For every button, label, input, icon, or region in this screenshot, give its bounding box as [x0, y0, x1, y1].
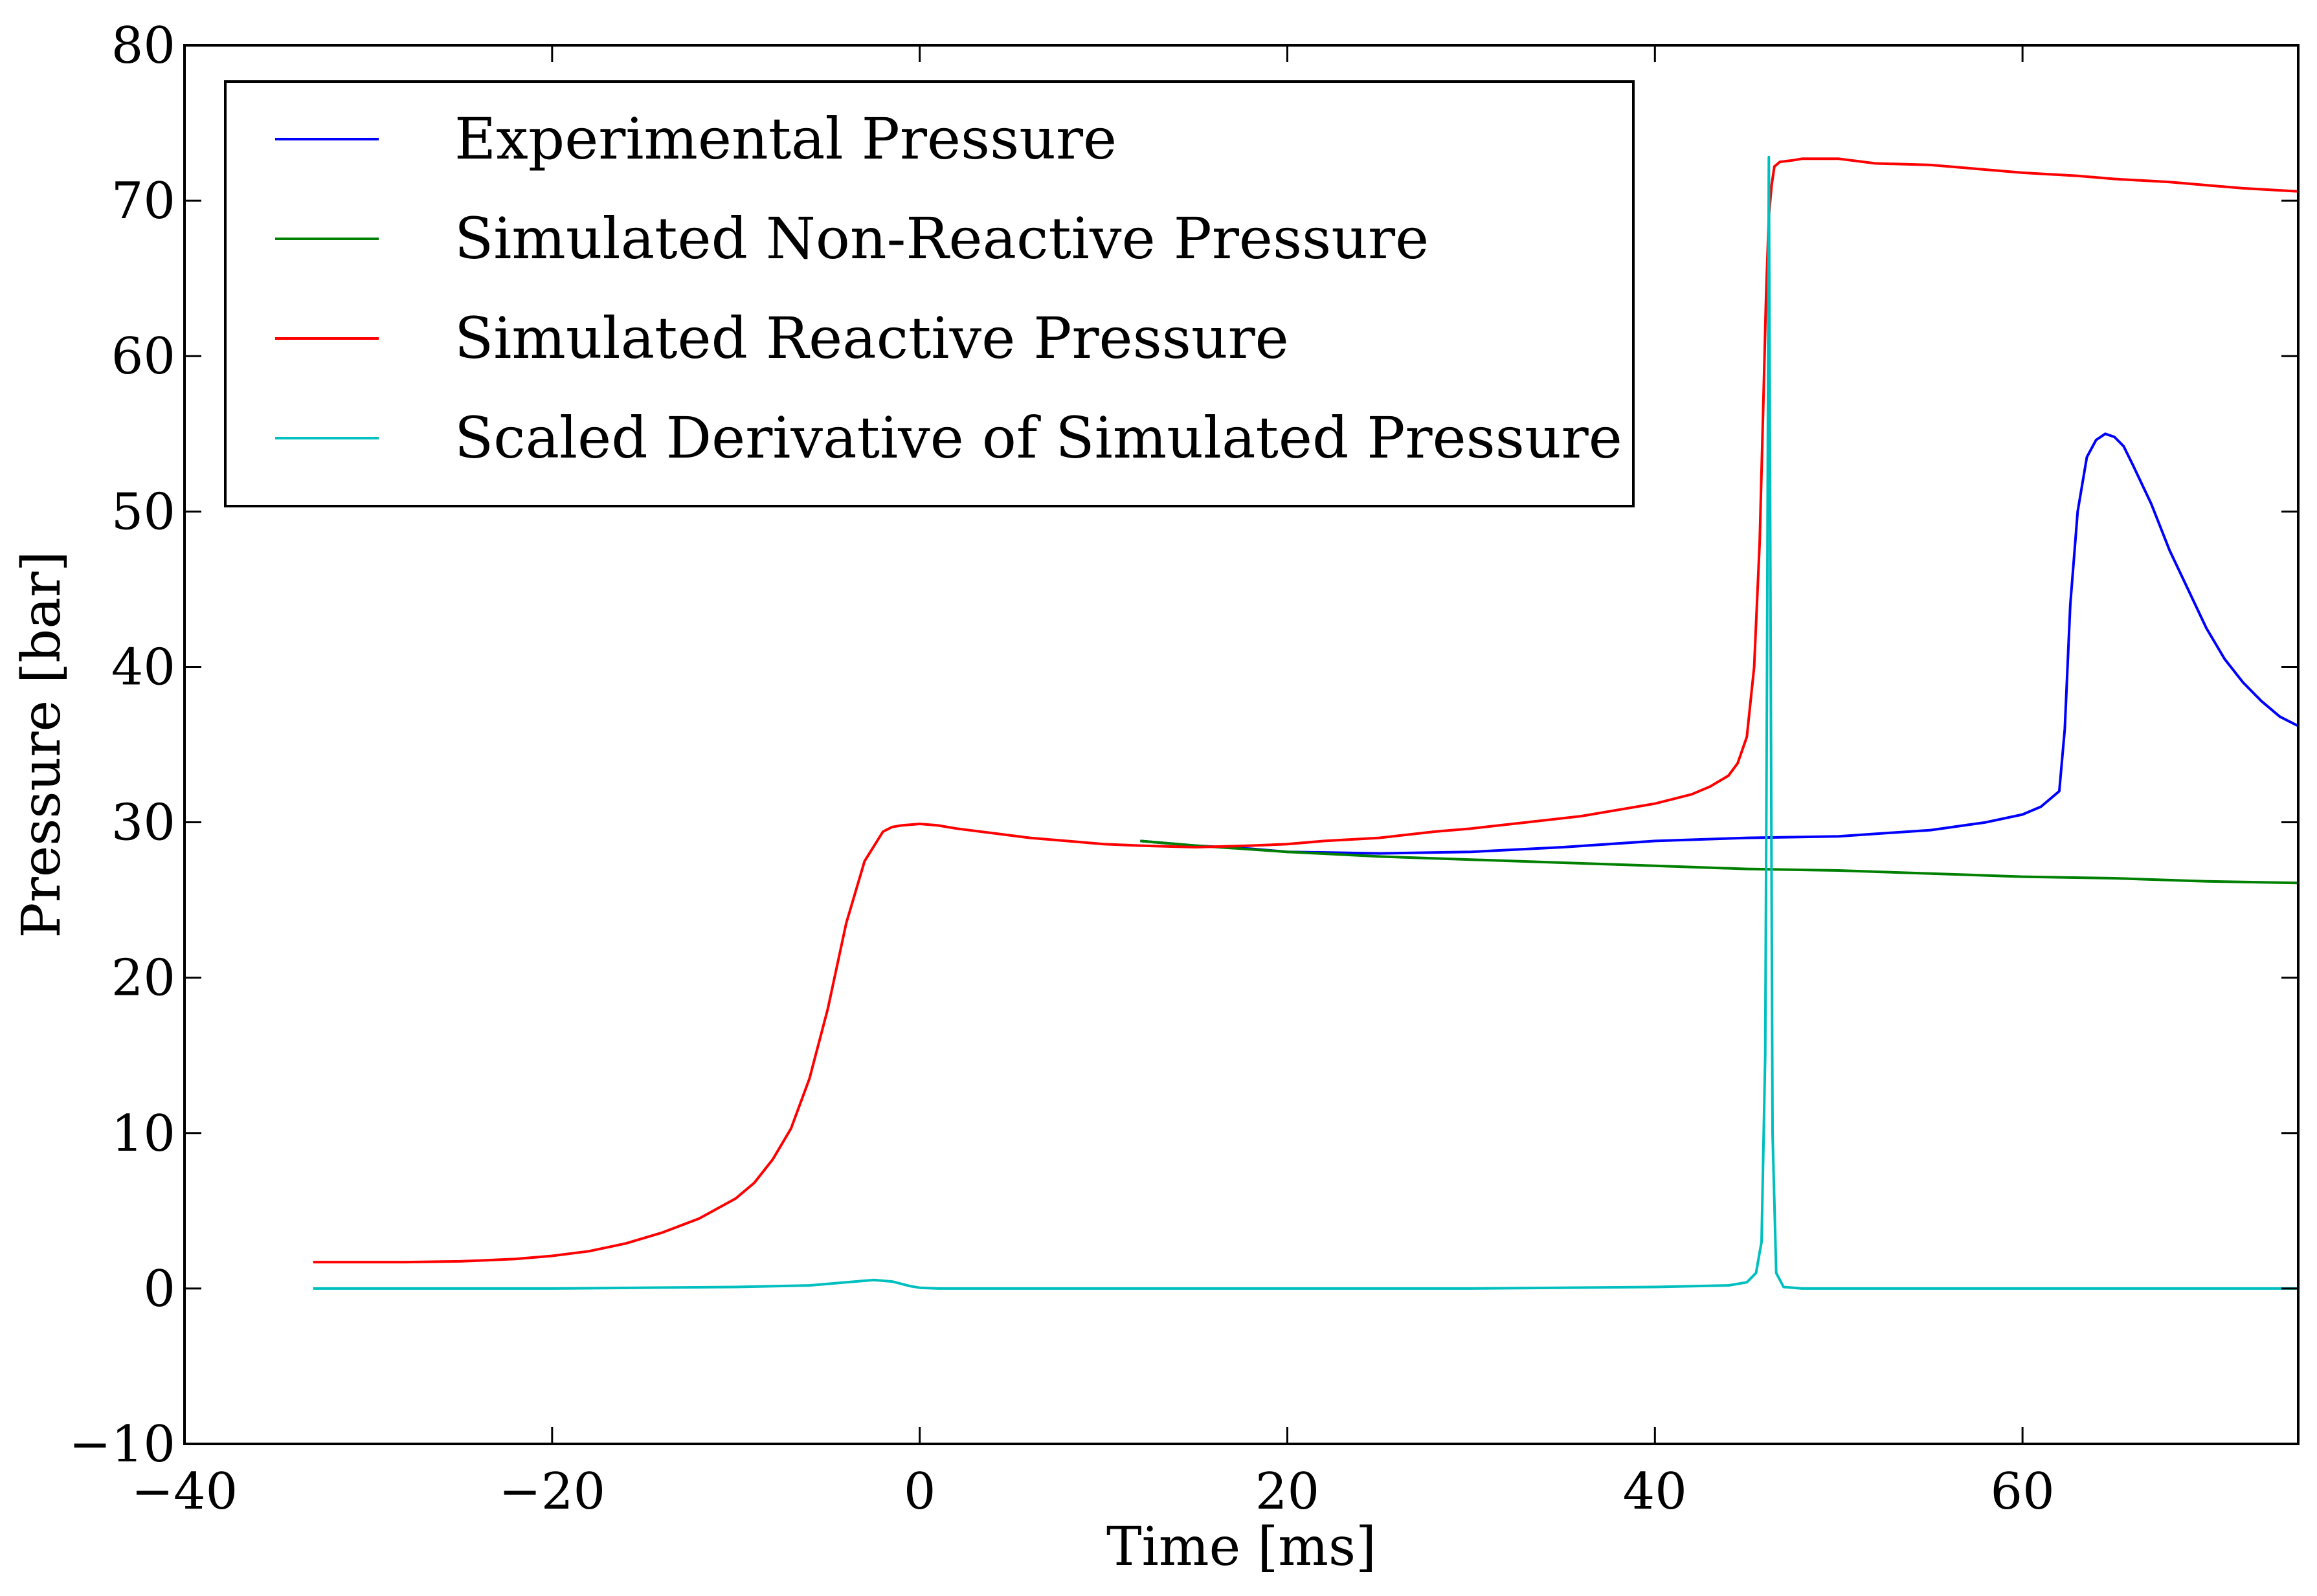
legend-label-1: Experimental Pressure: [454, 105, 1117, 172]
series-line-1: [1140, 432, 2298, 855]
y-tick-label: 10: [111, 1105, 175, 1163]
y-tick-label: 60: [111, 327, 175, 386]
series-line-2: [1140, 839, 2298, 885]
legend-label-2: Simulated Non-Reactive Pressure: [454, 205, 1429, 272]
y-tick-label: −10: [69, 1415, 175, 1474]
x-tick-label: 40: [1623, 1463, 1687, 1521]
y-tick-label: 40: [111, 638, 175, 696]
x-tick-label: 0: [904, 1463, 936, 1521]
y-tick-label: 70: [111, 172, 175, 230]
legend-label-3: Simulated Reactive Pressure: [454, 305, 1289, 371]
y-tick-label: 20: [111, 949, 175, 1008]
series-line-4: [313, 155, 2298, 1290]
plot-area-frame: [183, 44, 2300, 1445]
x-tick-label: 20: [1255, 1463, 1319, 1521]
y-tick-label: 80: [111, 17, 175, 75]
x-tick-label: −40: [131, 1463, 238, 1521]
series-line-3: [313, 157, 2298, 1264]
y-tick-label: 50: [111, 483, 175, 541]
axis-ticks: −40 −20 0 20 40 60 −10 0 10 20 30 40 50 60 70 80: [69, 17, 2298, 1521]
series-layer: [313, 155, 2298, 1290]
y-tick-label: 30: [111, 794, 175, 852]
x-tick-label: 60: [1990, 1463, 2054, 1521]
y-tick-label: 0: [143, 1260, 175, 1318]
legend-label-4: Scaled Derivative of Simulated Pressure: [454, 405, 1622, 471]
legend: Experimental Pressure Simulated Non-React…: [224, 80, 1635, 507]
x-tick-label: −20: [499, 1463, 606, 1521]
y-axis-title: Pressure [bar]: [11, 551, 73, 938]
x-axis-title: Time [ms]: [1106, 1516, 1376, 1578]
legend-frame: [224, 80, 1635, 507]
